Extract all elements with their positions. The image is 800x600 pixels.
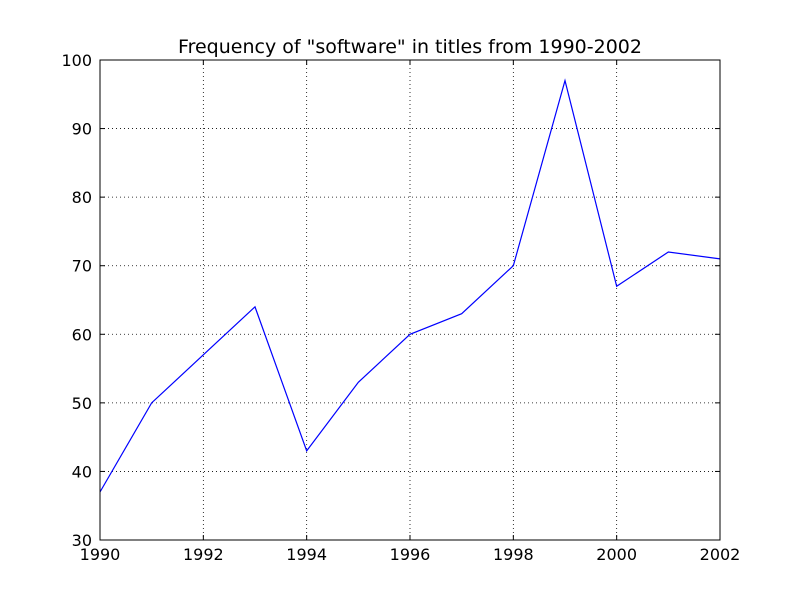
y-tick-label: 60 [72, 325, 92, 344]
y-tick-label: 100 [61, 51, 92, 70]
x-tick-label: 1998 [493, 545, 534, 564]
series-line [99, 78, 721, 493]
y-tick-label: 70 [72, 257, 92, 276]
tick-marks [99, 59, 721, 541]
y-tick-label: 80 [72, 188, 92, 207]
y-tick-label: 30 [72, 531, 92, 550]
x-tick-label: 1992 [183, 545, 224, 564]
x-tick-label: 2000 [596, 545, 637, 564]
y-tick-label: 40 [72, 462, 92, 481]
x-tick-label: 1990 [80, 545, 121, 564]
y-axis-tick-labels: 30 40 50 60 70 80 90 100 [61, 51, 92, 550]
grid-lines [100, 60, 720, 540]
series-layer [99, 78, 721, 493]
chart-title: Frequency of "software" in titles from 1… [178, 36, 642, 58]
y-tick-label: 50 [72, 394, 92, 413]
x-axis-tick-labels: 1990 1992 1994 1996 1998 2000 2002 [80, 545, 741, 564]
x-tick-label: 1994 [286, 545, 327, 564]
y-tick-label: 90 [72, 120, 92, 139]
x-tick-label: 2002 [700, 545, 741, 564]
x-tick-label: 1996 [390, 545, 431, 564]
